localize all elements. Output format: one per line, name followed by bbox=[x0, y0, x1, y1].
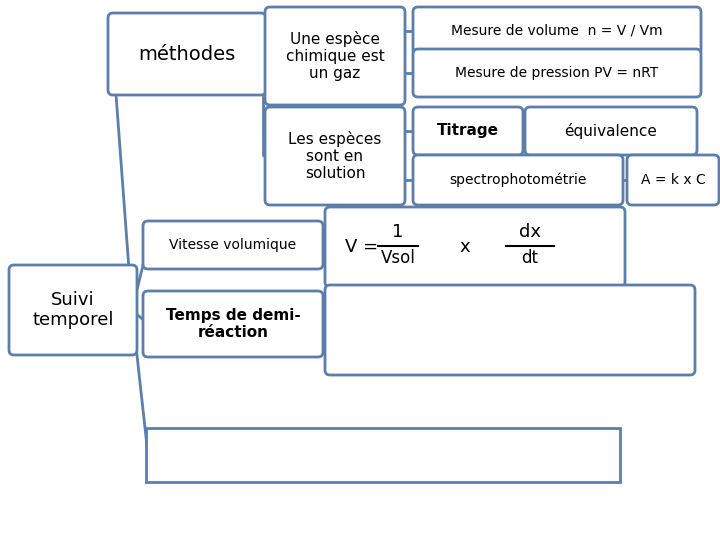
Text: Suivi
temporel: Suivi temporel bbox=[32, 291, 114, 329]
Text: Temps de demi-
réaction: Temps de demi- réaction bbox=[166, 308, 300, 340]
FancyBboxPatch shape bbox=[143, 221, 323, 269]
FancyBboxPatch shape bbox=[413, 155, 623, 205]
FancyBboxPatch shape bbox=[265, 7, 405, 105]
FancyBboxPatch shape bbox=[413, 7, 701, 55]
Text: Vitesse volumique: Vitesse volumique bbox=[169, 238, 297, 252]
Text: spectrophotométrie: spectrophotométrie bbox=[449, 173, 587, 187]
Text: Une espèce
chimique est
un gaz: Une espèce chimique est un gaz bbox=[286, 31, 384, 82]
Text: Les espèces
sont en
solution: Les espèces sont en solution bbox=[288, 131, 382, 181]
FancyBboxPatch shape bbox=[525, 107, 697, 155]
Text: Mesure de pression PV = nRT: Mesure de pression PV = nRT bbox=[455, 66, 659, 80]
Text: Vsol: Vsol bbox=[381, 249, 415, 267]
Text: 1: 1 bbox=[392, 223, 404, 241]
Text: A = k x C: A = k x C bbox=[641, 173, 706, 187]
Text: méthodes: méthodes bbox=[138, 44, 235, 64]
Text: V =: V = bbox=[345, 238, 378, 256]
Text: Mesure de volume  n = V / Vm: Mesure de volume n = V / Vm bbox=[451, 24, 663, 38]
FancyBboxPatch shape bbox=[146, 428, 620, 482]
FancyBboxPatch shape bbox=[627, 155, 719, 205]
Text: dx: dx bbox=[519, 223, 541, 241]
FancyBboxPatch shape bbox=[108, 13, 266, 95]
Text: x: x bbox=[459, 238, 470, 256]
FancyBboxPatch shape bbox=[143, 291, 323, 357]
FancyBboxPatch shape bbox=[265, 107, 405, 205]
FancyBboxPatch shape bbox=[413, 49, 701, 97]
Text: équivalence: équivalence bbox=[564, 123, 657, 139]
FancyBboxPatch shape bbox=[413, 107, 523, 155]
Text: Titrage: Titrage bbox=[437, 124, 499, 138]
FancyBboxPatch shape bbox=[325, 285, 695, 375]
FancyBboxPatch shape bbox=[325, 207, 625, 287]
FancyBboxPatch shape bbox=[9, 265, 137, 355]
Text: dt: dt bbox=[521, 249, 539, 267]
